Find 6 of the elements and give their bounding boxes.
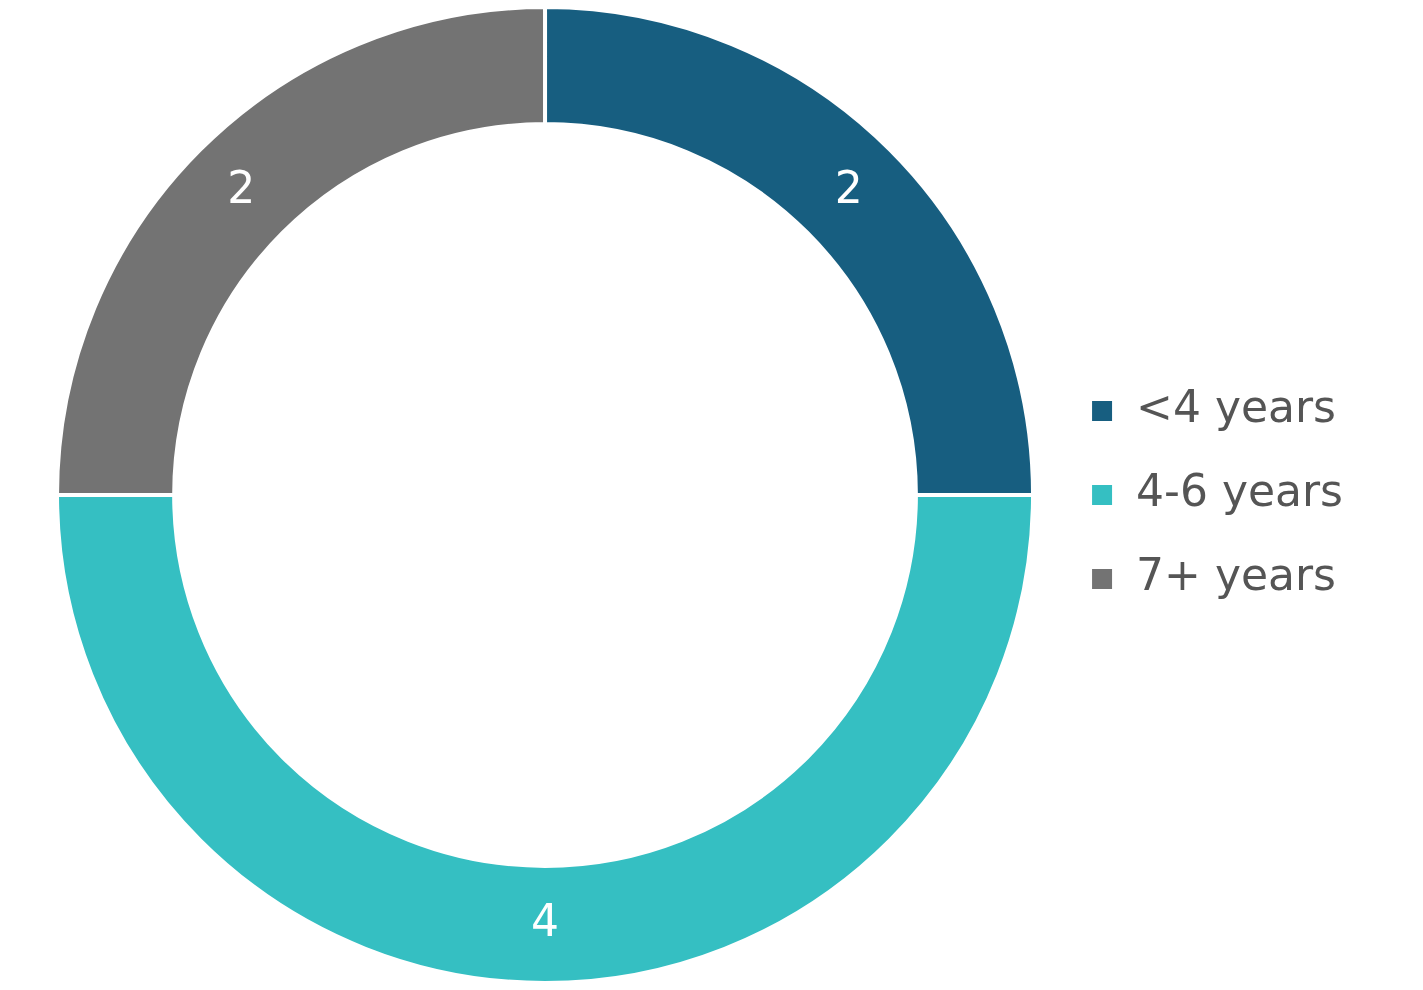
legend-label: 7+ years (1136, 549, 1336, 601)
data-label: 4 (531, 894, 560, 946)
legend-label: 4-6 years (1136, 465, 1343, 517)
data-label: 2 (227, 161, 256, 213)
data-label: 2 (834, 161, 863, 213)
legend-label: <4 years (1136, 381, 1336, 433)
